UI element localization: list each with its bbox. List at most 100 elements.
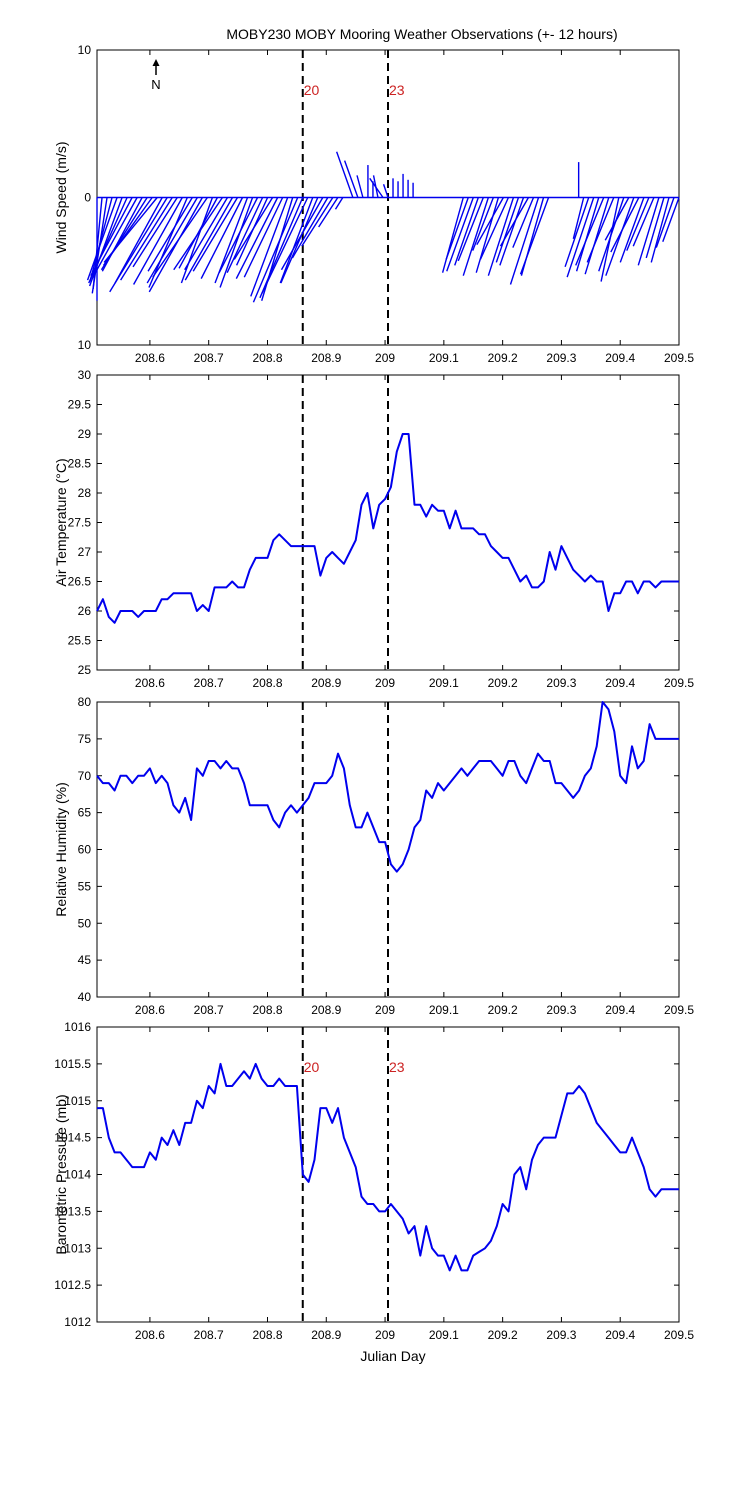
x-tick-label: 209 [375, 676, 395, 690]
x-tick-label: 209.5 [664, 676, 694, 690]
y-tick-label: 1013.5 [54, 1204, 91, 1218]
y-tick-label: 10 [78, 43, 92, 57]
wind-vector [487, 197, 515, 276]
north-label: N [151, 77, 160, 92]
y-tick-label: 29 [78, 427, 92, 441]
x-tick-label: 208.6 [135, 1003, 165, 1017]
wind-vector [334, 197, 344, 210]
wind-vector [575, 197, 600, 272]
y-tick-label: 1014.5 [54, 1131, 91, 1145]
wind-vector [512, 197, 535, 248]
wind-vector [441, 197, 464, 273]
wind-vector [610, 197, 640, 253]
x-tick-label: 209.5 [664, 1003, 694, 1017]
wind-vector [598, 197, 625, 272]
x-tick-label: 208.8 [252, 676, 282, 690]
wind-vector [146, 197, 198, 284]
x-tick-label: 208.8 [252, 1328, 282, 1342]
wind-vector [445, 197, 469, 260]
wind-vector [499, 197, 530, 247]
wind-vector [343, 160, 359, 198]
x-tick-label: 209.2 [488, 351, 518, 365]
wind-vector [519, 197, 550, 275]
y-tick-label: 10 [78, 338, 92, 352]
wind-vector [301, 197, 334, 247]
x-tick-label: 208.7 [194, 1003, 224, 1017]
wind-vector [280, 197, 324, 271]
wind-vector [261, 197, 309, 294]
x-tick-label: 209.1 [429, 1328, 459, 1342]
x-tick-label: 209.3 [546, 351, 576, 365]
wind-vector [173, 197, 224, 271]
x-tick-label: 209.5 [664, 351, 694, 365]
y-tick-label: 30 [78, 368, 92, 382]
wind-vector [632, 197, 655, 247]
panel-3: 208.6 208.7 208.8 208.9 209 209.1 209.2 209.3 20… [53, 695, 694, 1017]
event-marker-label: 23 [389, 82, 405, 98]
y-tick-label: 29.5 [68, 398, 92, 412]
figure-title: MOBY230 MOBY Mooring Weather Observation… [226, 26, 617, 42]
y-tick-label: 28.5 [68, 457, 92, 471]
wind-vector [475, 197, 500, 273]
wind-vector [114, 197, 163, 284]
wind-vector [89, 197, 113, 282]
wind-vector [152, 197, 208, 278]
x-tick-label: 209 [375, 351, 395, 365]
x-tick-label: 209.3 [546, 1003, 576, 1017]
y-tick-label: 65 [78, 806, 92, 820]
wind-vector [637, 197, 660, 266]
wind-vector [586, 197, 615, 263]
wind-vector [218, 197, 259, 274]
x-tick-label: 208.9 [311, 1003, 341, 1017]
x-tick-label: 208.9 [311, 1328, 341, 1342]
x-tick-label: 208.9 [311, 351, 341, 365]
y-axis-label: Air Temperature (°C) [53, 458, 69, 586]
wind-vector [235, 197, 279, 279]
event-marker-label: 20 [304, 1059, 320, 1075]
wind-vector [88, 197, 123, 287]
y-tick-label: 75 [78, 732, 92, 746]
x-tick-label: 209 [375, 1328, 395, 1342]
wind-vector [476, 197, 505, 246]
x-tick-label: 208.6 [135, 676, 165, 690]
wind-vector [655, 197, 675, 248]
y-tick-label: 1014 [64, 1168, 91, 1182]
wind-vector [457, 197, 484, 262]
wind-vector [479, 197, 510, 260]
wind-vector [356, 175, 364, 198]
wind-vector [184, 197, 234, 281]
wind-vector [572, 197, 585, 239]
x-tick-label: 208.7 [194, 351, 224, 365]
y-tick-label: 25 [78, 663, 92, 677]
x-tick-label: 209.4 [605, 676, 635, 690]
wind-vector [619, 197, 645, 263]
wind-vector [279, 197, 314, 284]
x-tick-label: 209.1 [429, 676, 459, 690]
series-line [96, 701, 679, 873]
y-tick-label: 1012 [64, 1315, 91, 1329]
y-tick-label: 26 [78, 604, 92, 618]
y-tick-label: 28 [78, 486, 92, 500]
wind-vector [219, 197, 254, 288]
y-tick-label: 60 [78, 843, 92, 857]
panel-1: 208.6 208.7 208.8 208.9 209 209.1 209.2 209.3 20… [53, 43, 694, 365]
x-tick-label: 208.6 [135, 1328, 165, 1342]
wind-vector [226, 197, 264, 274]
series-line [97, 1062, 679, 1272]
panel-4: 208.6 208.7 208.8 208.9 209 209.1 209.2 209.3 20… [53, 1020, 694, 1342]
wind-vector [509, 197, 540, 285]
x-axis-label: Julian Day [360, 1348, 425, 1364]
wind-vector [192, 197, 239, 272]
y-tick-label: 1015.5 [54, 1057, 91, 1071]
x-tick-label: 209.1 [429, 351, 459, 365]
x-tick-label: 208.9 [311, 676, 341, 690]
y-tick-label: 0 [84, 191, 91, 205]
x-tick-label: 209.1 [429, 1003, 459, 1017]
wind-vector [133, 197, 183, 285]
wind-vector [259, 197, 304, 299]
wind-vector [120, 197, 173, 281]
x-tick-label: 209.2 [488, 1328, 518, 1342]
event-marker-label: 20 [304, 82, 320, 98]
wind-vector [454, 197, 479, 266]
wind-vector [180, 197, 214, 284]
